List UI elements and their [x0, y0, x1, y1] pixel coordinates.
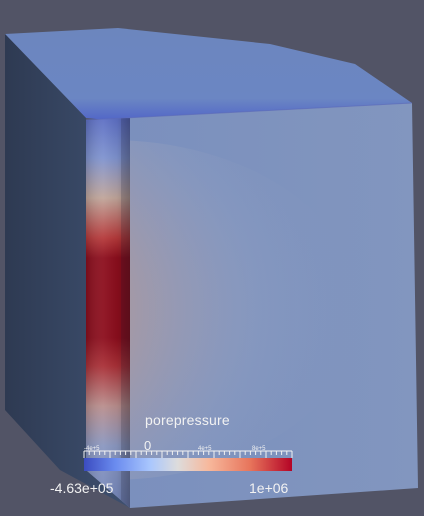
colorbar-tick-label: -4e+5: [84, 446, 100, 452]
cube-front-face: [86, 103, 418, 508]
colorbar-tick-label: 8e+5: [252, 446, 266, 452]
colorbar-gradient: [84, 458, 292, 471]
colorbar-tick-label: 4e+5: [198, 446, 212, 452]
colorbar-title: porepressure: [145, 412, 230, 428]
colorbar-min-label: -4.63e+05: [50, 480, 114, 496]
colorbar-max-label: 1e+06: [249, 480, 289, 496]
cube-top-face: [5, 28, 412, 122]
cube-left-face: [5, 34, 130, 508]
colorbar-tick-label: 0: [144, 438, 152, 453]
